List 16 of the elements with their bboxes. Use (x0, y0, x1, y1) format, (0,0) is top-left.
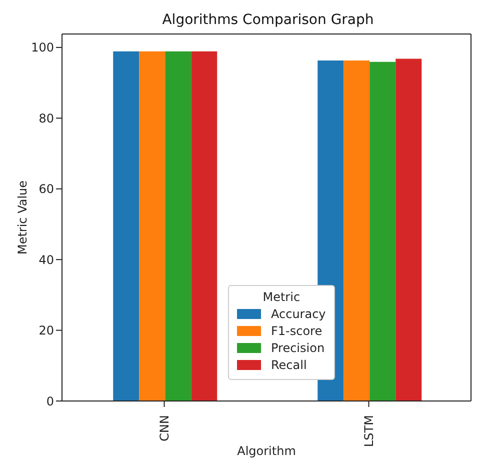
y-tick-label: 80 (38, 111, 54, 126)
legend-label: Accuracy (271, 307, 326, 321)
legend-label: Recall (271, 358, 307, 372)
x-tick-label: LSTM (362, 415, 376, 447)
chart-title: Algorithms Comparison Graph (161, 12, 375, 28)
y-tick-label: 20 (38, 324, 54, 338)
y-tick-label: 40 (38, 252, 54, 267)
legend-title: Metric (262, 290, 302, 304)
y-axis-title: Metric Value (15, 180, 30, 255)
y-tick-label: 100 (31, 40, 54, 55)
legend-label: F1-score (271, 324, 322, 338)
x-tick-label: CNN (157, 415, 172, 442)
legend-label: Precision (271, 341, 325, 355)
x-axis-title: Algorithm (237, 444, 296, 458)
y-tick-label: 60 (38, 182, 54, 196)
y-tick-label: 0 (46, 394, 54, 408)
